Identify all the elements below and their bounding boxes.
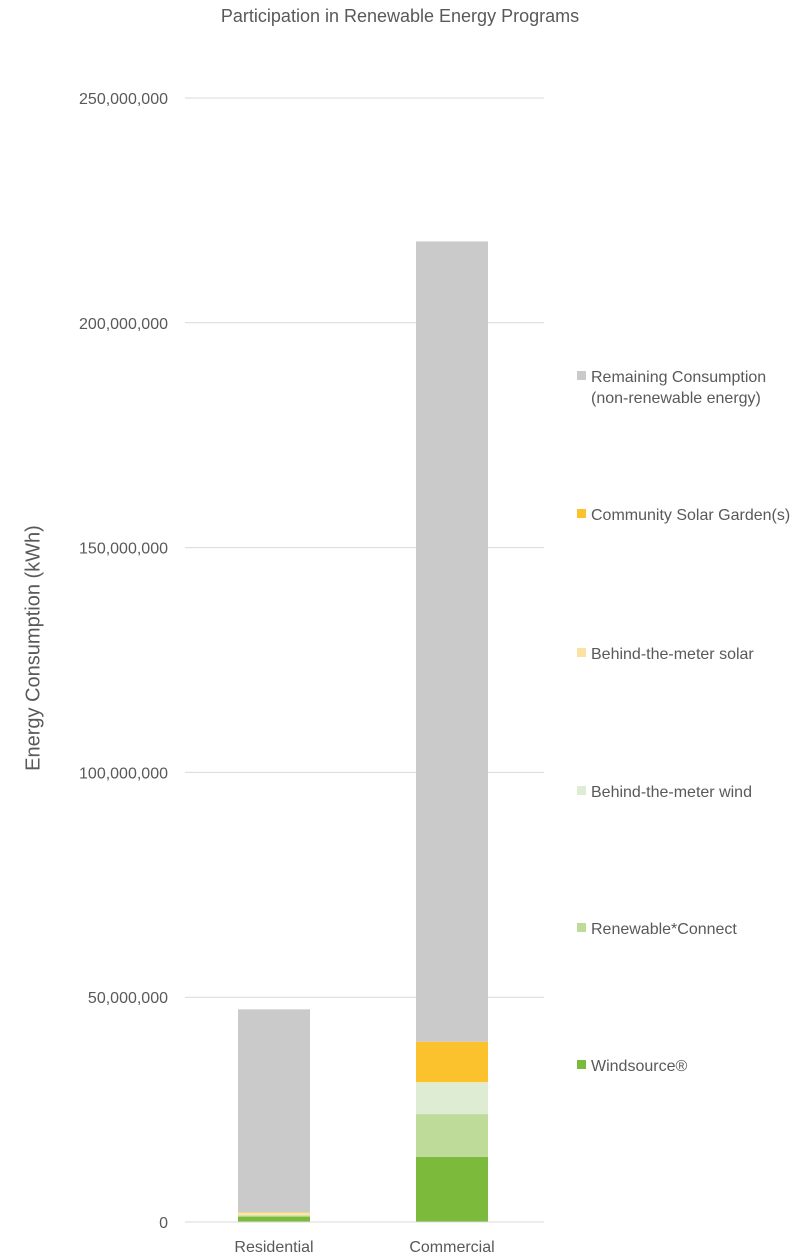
legend-item: Behind-the-meter solar	[577, 644, 796, 665]
y-tick-label: 100,000,000	[79, 765, 168, 782]
bar-segment	[416, 1156, 488, 1222]
chart-title: Participation in Renewable Energy Progra…	[220, 6, 580, 26]
legend-swatch	[577, 371, 586, 380]
bar-segment	[238, 1216, 310, 1222]
legend-label: Remaining Consumption (non-renewable ene…	[591, 369, 767, 407]
y-tick-label: 50,000,000	[88, 990, 168, 1007]
bar-segment	[238, 1215, 310, 1217]
legend-swatch	[577, 509, 586, 518]
legend-label: Windsource®	[591, 1058, 688, 1075]
legend-item: Remaining Consumption (non-renewable ene…	[577, 367, 796, 409]
bar-segment	[238, 1212, 310, 1215]
legend-label: Behind-the-meter solar	[591, 646, 754, 663]
legend-item: Behind-the-meter wind	[577, 782, 796, 803]
legend-swatch	[577, 1060, 586, 1069]
bar-segment	[416, 1041, 488, 1083]
bar-segment	[416, 241, 488, 1042]
y-tick-label: 0	[159, 1215, 168, 1232]
legend-label: Community Solar Garden(s)	[591, 507, 791, 524]
y-tick-label: 200,000,000	[79, 316, 168, 333]
legend-label: Renewable*Connect	[591, 921, 737, 938]
legend-item: Renewable*Connect	[577, 919, 796, 940]
x-tick-label: Commercial	[409, 1239, 494, 1256]
legend-swatch	[577, 923, 586, 932]
bar-segment	[416, 1114, 488, 1157]
legend-item: Windsource®	[577, 1056, 796, 1077]
legend-item: Community Solar Garden(s)	[577, 505, 796, 526]
bar-segment	[238, 1009, 310, 1213]
bar-segment	[416, 1082, 488, 1115]
y-tick-label: 250,000,000	[79, 91, 168, 108]
legend-swatch	[577, 786, 586, 795]
x-tick-label: Residential	[234, 1239, 313, 1256]
y-tick-label: 150,000,000	[79, 541, 168, 558]
legend-swatch	[577, 648, 586, 657]
legend-label: Behind-the-meter wind	[591, 784, 752, 801]
